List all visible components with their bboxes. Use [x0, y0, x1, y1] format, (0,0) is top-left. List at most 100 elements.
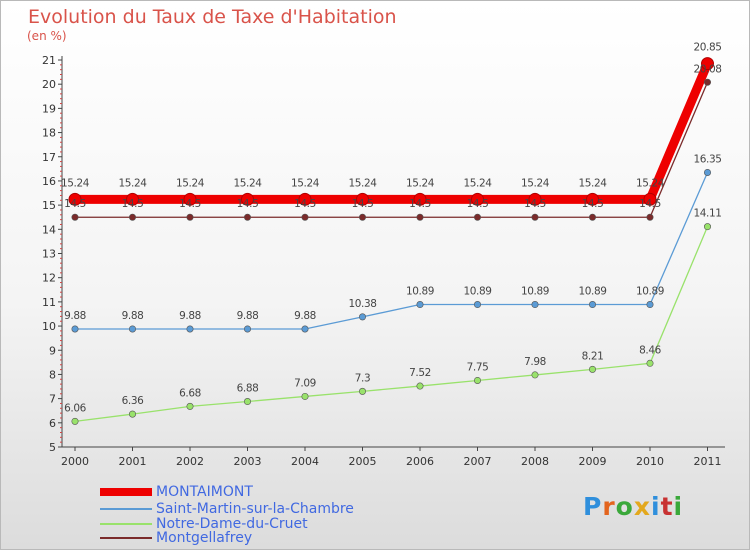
data-point — [298, 192, 312, 206]
data-label: 15.24 — [291, 177, 320, 189]
data-point — [183, 192, 197, 206]
x-tick-label: 2007 — [464, 455, 492, 468]
data-point — [588, 301, 596, 309]
x-tick-label: 2009 — [579, 455, 607, 468]
data-label: 7.98 — [524, 356, 546, 368]
data-point — [646, 301, 654, 309]
data-label: 15.24 — [463, 177, 492, 189]
x-tick-label: 2002 — [176, 455, 204, 468]
data-point — [588, 365, 596, 373]
x-tick-label: 2005 — [349, 455, 377, 468]
x-tick-label: 2000 — [61, 455, 89, 468]
x-tick-label: 2010 — [636, 455, 664, 468]
data-label: 8.46 — [639, 344, 661, 356]
data-label: 14.11 — [693, 208, 721, 220]
data-label: 9.88 — [179, 310, 201, 322]
data-point — [71, 417, 79, 425]
logo-letter: i — [673, 492, 684, 521]
data-label: 14.5 — [179, 198, 201, 210]
data-label: 14.5 — [524, 198, 546, 210]
data-point — [703, 223, 711, 231]
data-point — [473, 376, 481, 384]
y-tick-label: 9 — [49, 344, 56, 357]
data-label: 14.5 — [639, 198, 661, 210]
data-label: 15.24 — [521, 177, 550, 189]
data-point — [244, 325, 252, 333]
data-label: 15.24 — [406, 177, 435, 189]
data-point — [186, 402, 194, 410]
data-point — [129, 213, 137, 221]
y-tick-label: 12 — [42, 272, 56, 285]
x-tick-label: 2003 — [234, 455, 262, 468]
series-line-0 — [75, 61, 712, 204]
data-label: 15.24 — [61, 177, 90, 189]
data-label: 15.24 — [578, 177, 607, 189]
series-lines — [74, 61, 712, 423]
axes: 5 6 7 8 9 10 11 12 13 14 15 16 17 18 19 20 21 2000 2001 200… — [42, 54, 725, 468]
data-point — [471, 192, 484, 206]
data-label: 7.52 — [409, 367, 431, 379]
data-point — [301, 325, 309, 333]
data-label: 14.5 — [467, 198, 489, 210]
legend-label-notre-dame: Notre-Dame-du-Cruet — [156, 516, 308, 532]
data-point — [301, 392, 309, 400]
data-label: 7.09 — [294, 377, 316, 389]
data-label: 10.89 — [578, 286, 606, 298]
data-label: 20.85 — [693, 42, 721, 54]
data-label: 15.24 — [118, 177, 147, 189]
data-label: 10.89 — [406, 286, 434, 298]
data-point — [71, 213, 79, 221]
data-point — [473, 213, 481, 221]
data-point — [416, 382, 424, 390]
y-tick-label: 20 — [42, 78, 56, 91]
legend-label-saint-martin: Saint-Martin-sur-la-Chambre — [156, 501, 354, 517]
data-point — [703, 78, 711, 86]
x-tick-label: 2006 — [406, 455, 434, 468]
y-tick-label: 14 — [42, 223, 56, 236]
data-label: 15.24 — [233, 177, 262, 189]
data-point — [416, 213, 424, 221]
data-label: 14.5 — [294, 198, 316, 210]
data-point — [473, 301, 481, 309]
y-tick-label: 21 — [42, 54, 56, 67]
y-tick-label: 10 — [42, 320, 56, 333]
data-point — [129, 325, 137, 333]
data-point — [586, 192, 599, 206]
data-label: 20.08 — [693, 63, 721, 75]
y-tick-label: 5 — [49, 441, 56, 454]
data-point — [528, 192, 542, 206]
series-points — [68, 57, 714, 425]
data-label: 6.88 — [237, 383, 259, 395]
data-label: 9.88 — [64, 310, 86, 322]
data-label: 15.24 — [348, 177, 377, 189]
y-tick-label: 16 — [42, 175, 56, 188]
data-label: 10.89 — [521, 286, 549, 298]
data-point — [701, 57, 714, 71]
legend-swatch-montaimont — [100, 488, 152, 496]
logo-letter: i — [651, 492, 661, 521]
data-label: 15.24 — [176, 177, 205, 189]
data-label: 7.75 — [467, 361, 489, 373]
data-label: 16.35 — [693, 153, 721, 165]
data-point — [244, 398, 252, 406]
data-point — [588, 213, 596, 221]
y-tick-label: 6 — [49, 417, 56, 430]
proxiti-logo: Proxiti — [583, 492, 683, 521]
data-point — [413, 192, 427, 206]
data-label: 9.88 — [294, 310, 316, 322]
chart-title: Evolution du Taux de Taxe d'Habitation — [28, 6, 397, 28]
data-point — [358, 213, 366, 221]
y-tick-label: 17 — [42, 151, 56, 164]
series-line-1 — [75, 172, 709, 330]
y-tick-label: 11 — [42, 296, 56, 309]
legend-swatch-notre-dame — [100, 523, 152, 525]
data-point — [531, 213, 539, 221]
data-label: 14.5 — [122, 198, 144, 210]
legend-label-montaimont: MONTAIMONT — [156, 484, 253, 500]
data-labels: 15.24 15.24 15.24 15.24 15.24 15.24 15.24 15.24… — [61, 42, 722, 415]
data-label: 14.5 — [582, 198, 604, 210]
y-tick-label: 18 — [42, 127, 56, 140]
data-label: 15.24 — [636, 177, 665, 189]
